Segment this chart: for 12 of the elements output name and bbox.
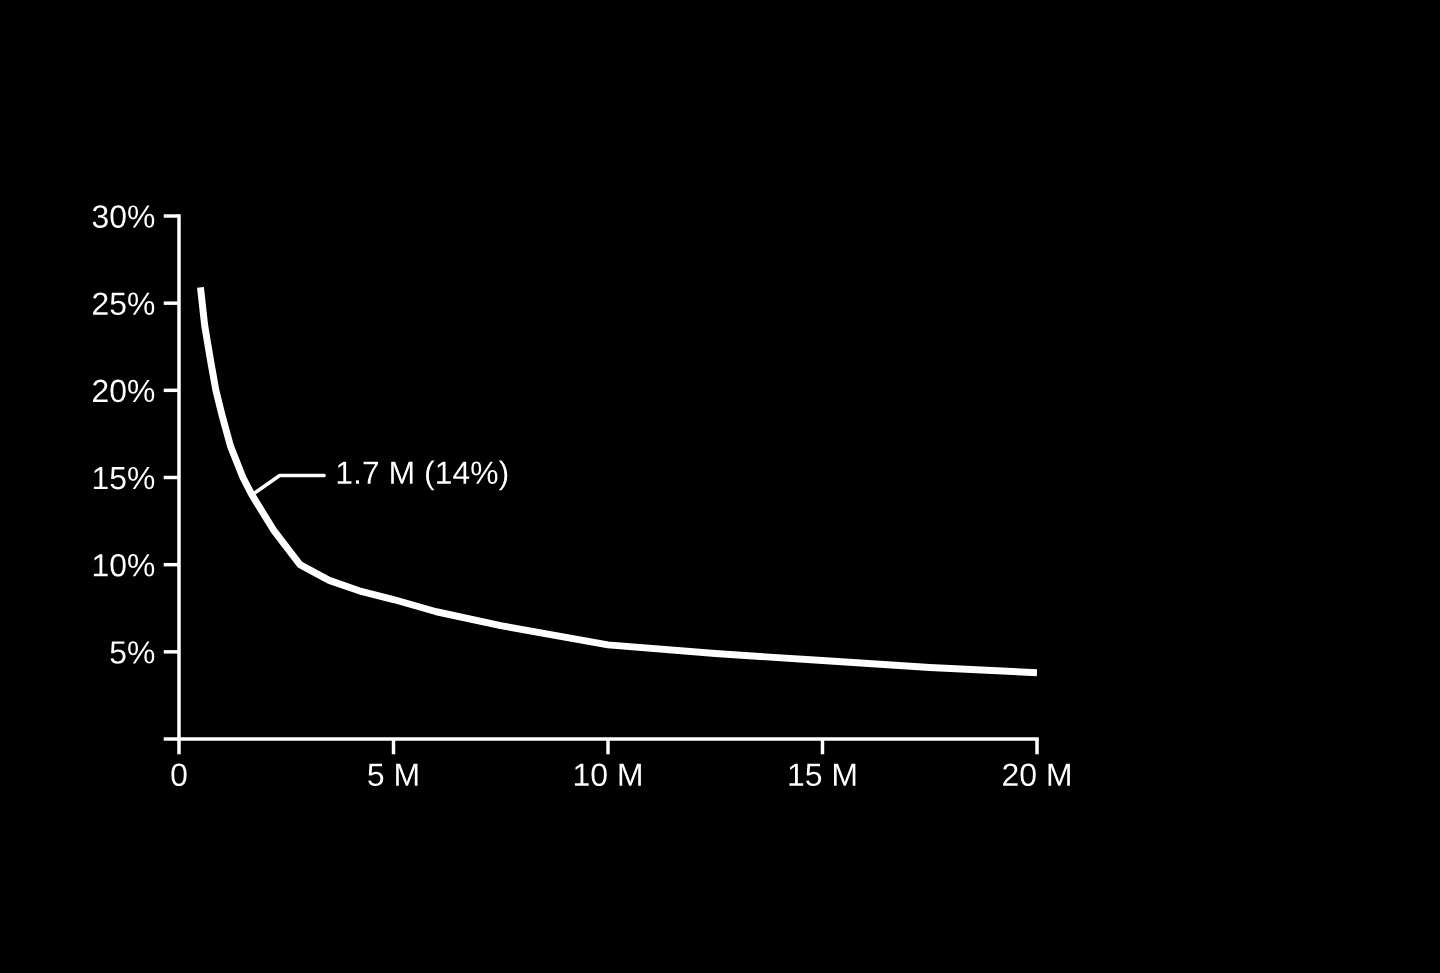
x-tick-label: 5 M — [368, 763, 418, 787]
y-tick-label: 10% — [93, 553, 155, 577]
annotation: 1.7 M (14%) — [337, 460, 508, 491]
y-tick-label: 20% — [93, 379, 155, 403]
y-tick-label: 5% — [110, 641, 155, 664]
y-tick-label: 15% — [93, 466, 155, 490]
y-tick-label: 30% — [92, 205, 155, 228]
x-tick-label: 15 M — [789, 763, 856, 787]
y-tick-label: 25% — [93, 292, 155, 316]
x-tick-label: 0 — [171, 763, 187, 787]
x-tick-label: 20 M — [1003, 763, 1070, 787]
x-tick-label: 10 M — [574, 763, 641, 787]
